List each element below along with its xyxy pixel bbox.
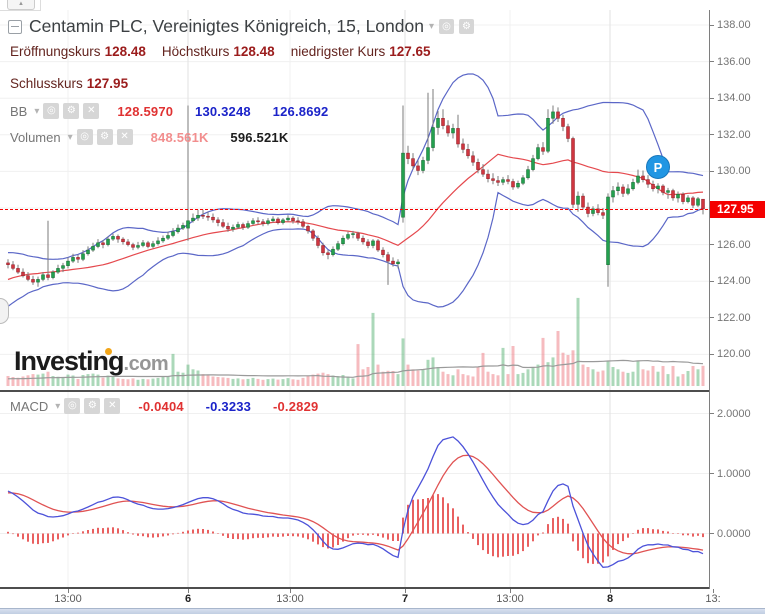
volume-value: 848.561K — [150, 129, 209, 145]
low-label: niedrigster Kurs — [290, 44, 386, 59]
bb-upper-value: 130.3248 — [195, 103, 251, 119]
visibility-icon[interactable]: ◎ — [439, 19, 455, 34]
macd-chart[interactable] — [0, 392, 709, 588]
time-axis-label: 13:00 — [276, 593, 304, 605]
pane-separator[interactable] — [0, 390, 712, 392]
bb-indicator-row: BB ▾ ◎ ⚙ ✕ 128.5970 130.3248 126.8692 — [10, 103, 346, 119]
price-axis-label: 120.00 — [710, 347, 751, 361]
macd-axis-label: 1.0000 — [710, 467, 751, 481]
macd-axis-label: 0.0000 — [710, 527, 751, 541]
macd-indicator-row: MACD ▾ ◎ ⚙ ✕ -0.0404 -0.3233 -0.2829 — [10, 398, 336, 414]
time-axis-border — [0, 587, 712, 589]
time-axis-label: 13:00 — [54, 593, 82, 605]
chevron-down-icon[interactable]: ▾ — [55, 400, 61, 412]
collapse-icon[interactable] — [8, 19, 22, 34]
price-axis-label: 124.00 — [710, 274, 751, 288]
symbol-header: Centamin PLC, Vereinigtes Königreich, 15… — [8, 16, 475, 37]
time-tick-mark — [68, 589, 69, 593]
time-axis-label: 13:00 — [496, 593, 524, 605]
visibility-icon[interactable]: ◎ — [64, 398, 81, 414]
open-value: 128.48 — [104, 44, 146, 59]
current-price-label: 127.95 — [710, 201, 765, 218]
price-axis-label: 134.00 — [710, 91, 751, 105]
position-marker-badge[interactable]: P — [646, 155, 670, 179]
macd-label: MACD — [10, 398, 49, 414]
price-pane[interactable]: rgba(96,110,200,0.15) — [0, 10, 709, 390]
low-value: 127.65 — [389, 44, 431, 59]
high-value: 128.48 — [233, 44, 275, 59]
gear-icon[interactable]: ⚙ — [459, 19, 475, 34]
price-axis-label: 136.00 — [710, 55, 751, 69]
time-axis-label: 6 — [184, 593, 192, 605]
bb-lower-value: 126.8692 — [272, 103, 329, 119]
current-price-line — [0, 209, 709, 210]
time-axis-label: 8 — [606, 593, 614, 605]
logo-orange-dot-icon — [105, 348, 112, 355]
close-label: Schlusskurs — [10, 76, 83, 91]
chevron-down-icon[interactable]: ▾ — [67, 131, 73, 143]
price-axis-label: 126.00 — [710, 238, 751, 252]
close-row: Schlusskurs 127.95 — [10, 76, 144, 91]
chevron-down-icon[interactable]: ▾ — [428, 21, 435, 32]
time-axis-label: 13: — [705, 593, 721, 605]
macd-axis-label: 2.0000 — [710, 407, 751, 421]
time-tick-mark — [713, 589, 714, 593]
time-axis-label: 7 — [401, 593, 409, 605]
gear-icon[interactable]: ⚙ — [96, 129, 113, 145]
bottom-scroll-strip[interactable] — [0, 608, 765, 614]
macd-pane[interactable] — [0, 392, 709, 588]
visibility-icon[interactable]: ◎ — [43, 103, 60, 119]
bb-middle-value: 128.5970 — [117, 103, 174, 119]
time-axis[interactable]: 13:00 6 13:00 7 13:00 8 13: — [0, 589, 765, 608]
volume-ma-value: 596.521K — [230, 129, 289, 145]
ohlc-row: Eröffnungskurs 128.48 Höchstkurs 128.48 … — [10, 44, 447, 59]
close-icon[interactable]: ✕ — [83, 103, 100, 119]
macd-signal-value: -0.2829 — [272, 398, 319, 414]
price-axis-label: 138.00 — [710, 18, 751, 32]
gear-icon[interactable]: ⚙ — [63, 103, 80, 119]
investing-watermark: Investing.com — [14, 346, 169, 377]
close-icon[interactable]: ✕ — [104, 398, 121, 414]
time-tick-mark — [510, 589, 511, 593]
chevron-down-icon[interactable]: ▾ — [34, 105, 40, 117]
time-tick-mark — [405, 589, 406, 593]
high-label: Höchstkurs — [161, 44, 230, 59]
close-icon[interactable]: ✕ — [116, 129, 133, 145]
toolbar-corner: ▲ — [0, 0, 41, 11]
price-axis-label: 122.00 — [710, 311, 751, 325]
gear-icon[interactable]: ⚙ — [84, 398, 101, 414]
time-tick-mark — [610, 589, 611, 593]
chevron-up-icon[interactable]: ▲ — [7, 0, 35, 10]
open-label: Eröffnungskurs — [10, 44, 101, 59]
price-axis-label: 130.00 — [710, 164, 751, 178]
bb-label: BB — [10, 103, 28, 119]
time-tick-mark — [188, 589, 189, 593]
price-axis-label: 132.00 — [710, 128, 751, 142]
symbol-title: Centamin PLC, Vereinigtes Königreich, 15… — [29, 16, 424, 36]
visibility-icon[interactable]: ◎ — [76, 129, 93, 145]
logo-suffix: .com — [123, 353, 169, 375]
price-axis[interactable]: 127.95 138.00 136.00 134.00 132.00 130.00 126… — [709, 10, 765, 607]
volume-label: Volumen — [10, 129, 61, 145]
macd-line-value: -0.3233 — [205, 398, 252, 414]
time-tick-mark — [290, 589, 291, 593]
candlestick-chart[interactable]: rgba(96,110,200,0.15) — [0, 10, 709, 390]
volume-indicator-row: Volumen ▾ ◎ ⚙ ✕ 848.561K 596.521K — [10, 129, 306, 145]
close-value: 127.95 — [86, 76, 129, 91]
macd-hist-value: -0.0404 — [138, 398, 184, 414]
